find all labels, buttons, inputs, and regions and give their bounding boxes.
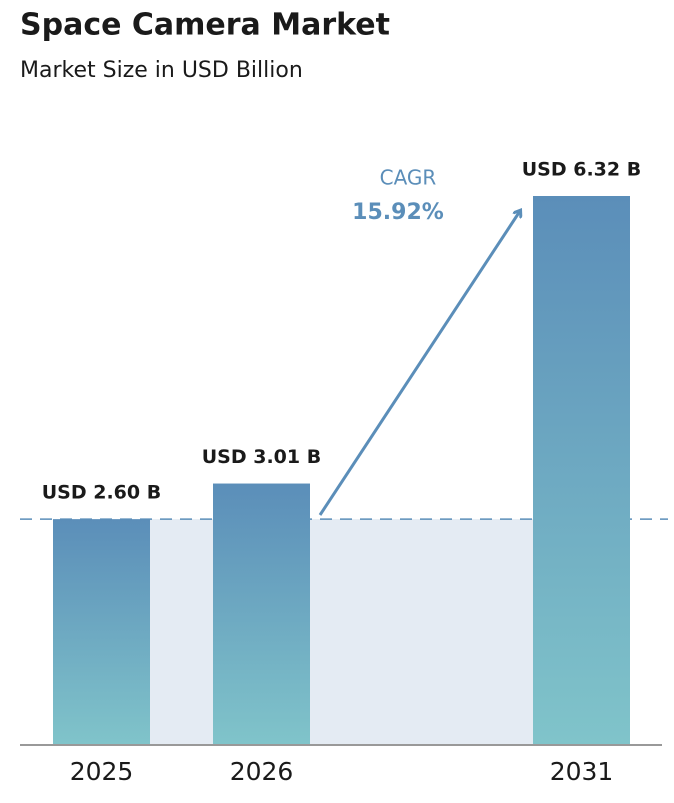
bar <box>213 483 310 745</box>
value-label: USD 3.01 B <box>202 446 321 468</box>
x-tick-label: 2031 <box>550 757 614 786</box>
cagr-value: 15.92% <box>352 200 444 225</box>
chart-subtitle: Market Size in USD Billion <box>20 58 303 83</box>
cagr-label: CAGR <box>380 166 437 190</box>
bar <box>533 196 630 745</box>
value-label: USD 2.60 B <box>42 482 161 504</box>
x-tick-label: 2026 <box>230 757 294 786</box>
bar <box>53 519 150 745</box>
x-tick-label: 2025 <box>70 757 134 786</box>
chart-title: Space Camera Market <box>20 8 390 43</box>
cagr-arrow <box>318 211 520 516</box>
value-label: USD 6.32 B <box>522 159 641 181</box>
